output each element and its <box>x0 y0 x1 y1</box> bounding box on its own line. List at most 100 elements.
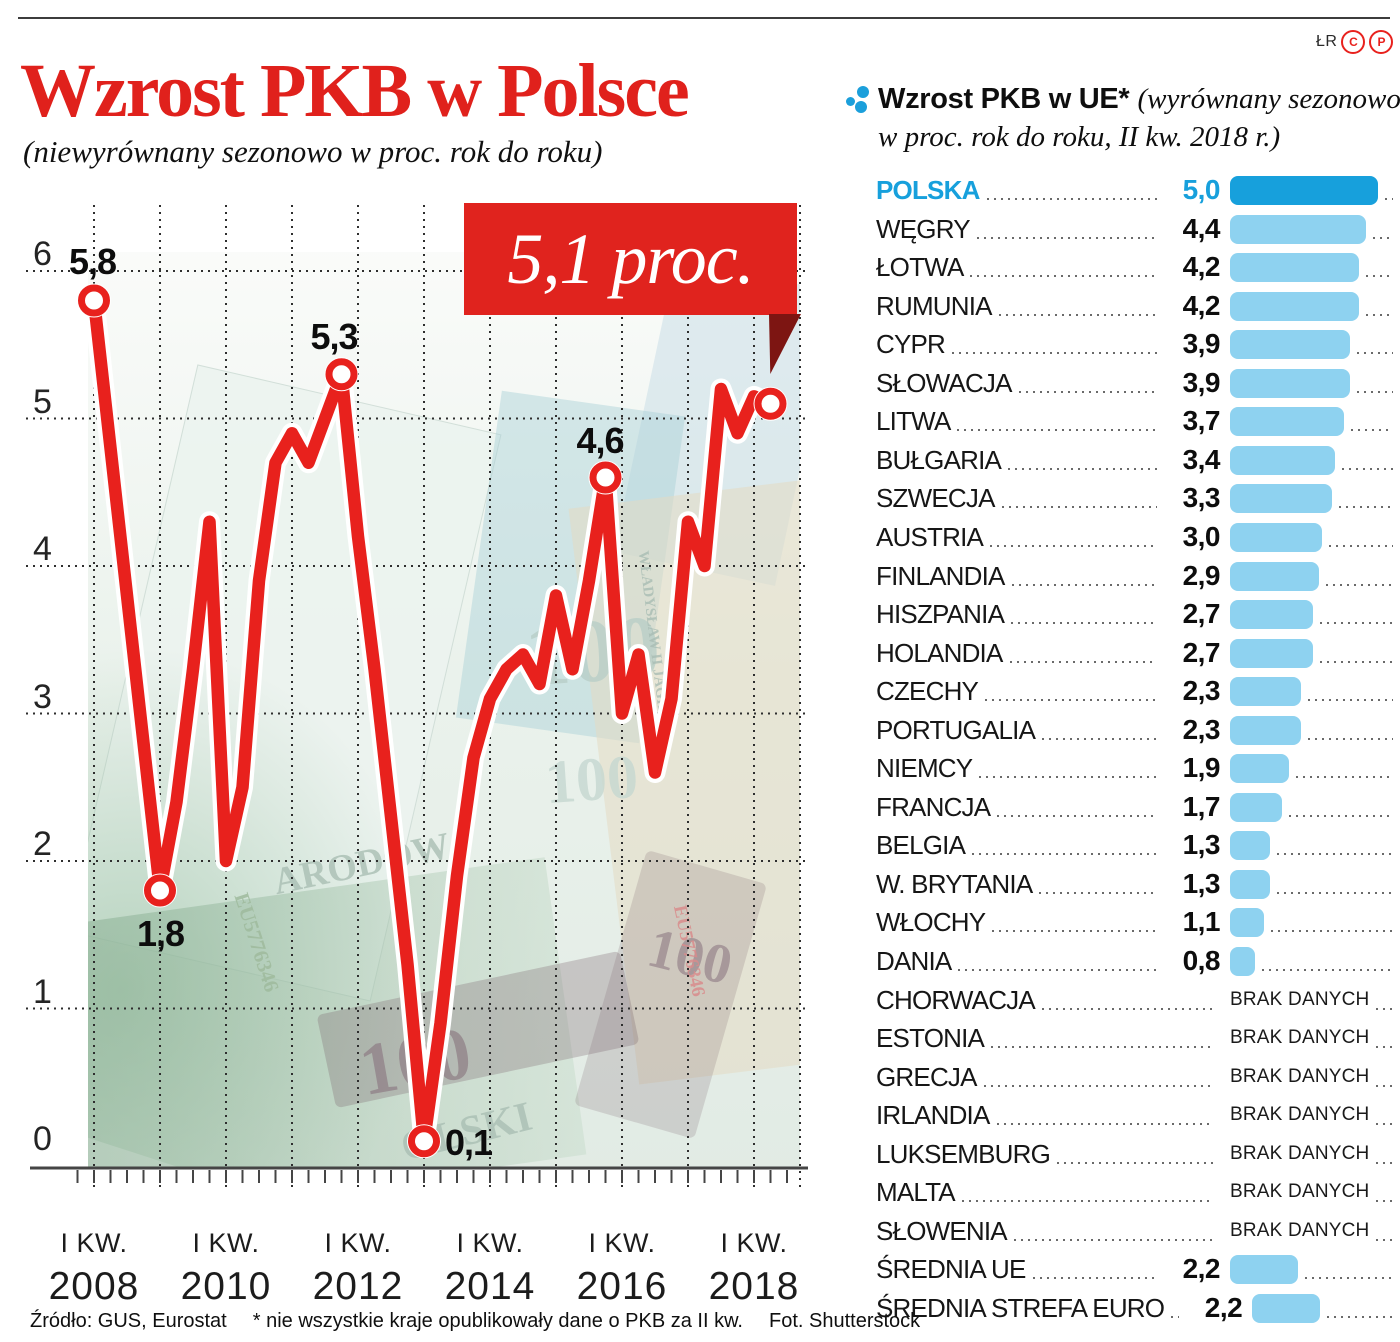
dotted-leader <box>970 275 1157 277</box>
dotted-leader <box>991 1046 1213 1048</box>
country-label: ŁOTWA <box>876 251 964 282</box>
country-label: SŁOWENIA <box>876 1215 1008 1246</box>
dotted-leader <box>1376 1085 1393 1087</box>
value-bar <box>1230 830 1270 860</box>
country-value: 1,1 <box>1182 906 1221 937</box>
country-label: WŁOCHY <box>876 906 986 937</box>
eu-ranking-row: HOLANDIA 2,7 <box>876 636 1400 670</box>
eu-panel-subtitle: (wyrównany sezonowo w proc. rok do roku,… <box>878 83 1400 153</box>
x-axis-label-year: 2016 <box>576 1265 668 1308</box>
dotted-leader <box>1001 506 1157 508</box>
eu-ranking-row: BUŁGARIA 3,4 <box>876 443 1400 477</box>
data-point-label: 0,1 <box>445 1122 493 1164</box>
value-bar <box>1230 869 1270 899</box>
gdp-line-chart <box>26 205 808 1192</box>
x-axis-label-year: 2010 <box>180 1265 272 1308</box>
country-label: NIEMCY <box>876 752 973 783</box>
eu-ranking-row: FRANCJA 1,7 <box>876 790 1400 824</box>
dotted-leader <box>1327 1316 1393 1318</box>
dotted-leader <box>1357 391 1393 393</box>
no-data-label: BRAK DANYCH <box>1230 1143 1370 1164</box>
top-divider <box>18 17 1390 19</box>
dotted-leader <box>979 776 1157 778</box>
footer: Źródło: GUS, Eurostat * nie wszystkie kr… <box>30 1310 920 1333</box>
dotted-leader <box>1271 930 1393 932</box>
dotted-leader <box>1385 198 1393 200</box>
bar-zone <box>1230 713 1400 747</box>
bar-zone <box>1230 212 1400 246</box>
eu-ranking-row: ŚREDNIA STREFA EURO 2,2 <box>876 1291 1400 1325</box>
country-value: 1,3 <box>1182 868 1221 899</box>
dotted-leader <box>972 853 1157 855</box>
photo-credit: Fot. Shutterstock <box>768 1310 921 1332</box>
y-axis-label: 1 <box>33 972 52 1011</box>
page-subtitle: (niewyrównany sezonowo w proc. rok do ro… <box>23 134 603 169</box>
value-bar <box>1230 445 1335 475</box>
bar-zone <box>1230 366 1400 400</box>
dotted-leader <box>1305 1277 1393 1279</box>
value-bar <box>1230 638 1313 668</box>
country-label: DANIA <box>876 945 952 976</box>
dotted-leader <box>957 429 1157 431</box>
bar-zone <box>1230 790 1400 824</box>
eu-ranking-row: ŁOTWA 4,2 <box>876 250 1400 284</box>
dotted-leader <box>1039 892 1157 894</box>
country-value: 2,3 <box>1182 675 1221 706</box>
value-bar <box>1230 1254 1298 1284</box>
dotted-leader <box>1326 584 1393 586</box>
eu-ranking-row: SŁOWACJA 3,9 <box>876 366 1400 400</box>
dotted-leader <box>1320 661 1393 663</box>
y-axis-label: 4 <box>33 530 52 568</box>
country-label: HISZPANIA <box>876 598 1005 629</box>
dotted-leader <box>1057 1162 1213 1164</box>
value-bar <box>1230 907 1264 937</box>
value-bar <box>1230 676 1301 706</box>
value-bar <box>1230 599 1313 629</box>
value-bar <box>1230 946 1255 976</box>
dotted-leader <box>1339 506 1393 508</box>
x-axis-label: I KW. 2016 <box>557 1228 687 1309</box>
bar-zone: BRAK DANYCH <box>1230 983 1400 1017</box>
bar-zone <box>1230 289 1400 323</box>
dotted-leader <box>1011 584 1157 586</box>
dotted-leader <box>961 1200 1213 1202</box>
country-label: SŁOWACJA <box>876 367 1012 398</box>
bar-zone <box>1230 674 1400 708</box>
dotted-leader <box>990 545 1157 547</box>
country-value: 3,0 <box>1182 521 1221 552</box>
copyright-icon: C <box>1341 30 1366 54</box>
dotted-leader <box>1357 352 1393 354</box>
dotted-leader <box>996 1123 1213 1125</box>
bar-zone <box>1230 173 1400 207</box>
dotted-leader <box>1376 1239 1393 1241</box>
eu-ranking-list: POLSKA 5,0 WĘGRY 4,4 ŁOTWA 4,2 RUMUNIA 4,2 CYPR 3… <box>876 173 1400 1338</box>
country-label: GRECJA <box>876 1061 977 1092</box>
country-value: 5,0 <box>1182 174 1221 205</box>
no-data-label: BRAK DANYCH <box>1230 1220 1370 1241</box>
no-data-label: BRAK DANYCH <box>1230 1066 1370 1087</box>
dotted-leader <box>976 237 1157 239</box>
country-label: BELGIA <box>876 829 966 860</box>
x-axis-label-quarter: I KW. <box>324 1228 392 1258</box>
dotted-leader <box>1342 468 1393 470</box>
footnote: * nie wszystkie kraje opublikowały dane … <box>252 1310 743 1332</box>
country-label: CZECHY <box>876 675 979 706</box>
country-value: 1,9 <box>1182 752 1221 783</box>
dotted-leader <box>1308 699 1393 701</box>
bar-zone <box>1230 1252 1400 1286</box>
eu-ranking-row: WŁOCHY 1,1 <box>876 905 1400 939</box>
country-label: ESTONIA <box>876 1022 985 1053</box>
dotted-leader <box>1376 1162 1393 1164</box>
bar-zone: BRAK DANYCH <box>1230 1137 1400 1171</box>
country-label: BUŁGARIA <box>876 444 1002 475</box>
dotted-leader <box>1366 275 1393 277</box>
x-axis-label-quarter: I KW. <box>456 1228 524 1258</box>
country-label: RUMUNIA <box>876 290 993 321</box>
x-axis-label: I KW. 2018 <box>689 1228 819 1309</box>
no-data-label: BRAK DANYCH <box>1230 989 1370 1010</box>
data-point-markers <box>77 283 788 1159</box>
x-axis-label-quarter: I KW. <box>588 1228 656 1258</box>
eu-ranking-row: W. BRYTANIA 1,3 <box>876 867 1400 901</box>
country-label: MALTA <box>876 1176 956 1207</box>
